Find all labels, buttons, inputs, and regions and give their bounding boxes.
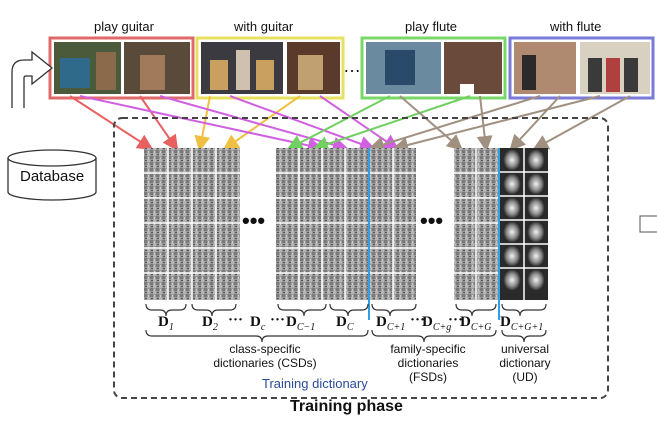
dict-dots2: ··· (270, 312, 286, 328)
fsd-dots: ••• (420, 208, 444, 233)
database-icon (7, 50, 97, 201)
training-dictionary-label: Training dictionary (262, 376, 368, 391)
csd-dots: ••• (242, 208, 266, 233)
dict-dc: Dc (250, 314, 266, 333)
dict-dots1: ··· (228, 312, 244, 328)
dictionary-braces (145, 303, 547, 317)
with-guitar-label: with guitar (234, 19, 294, 34)
play-guitar-label: play guitar (94, 19, 154, 34)
ud-caption: universal dictionary (UD) (499, 342, 551, 384)
with-guitar-images (195, 36, 345, 100)
csd-caption: class-specific dictionaries (CSDs) (213, 342, 317, 370)
training-phase-label: Training phase (290, 398, 403, 415)
dict-dots4: ··· (448, 312, 464, 328)
dict-dcg: DC+g (422, 314, 452, 333)
dict-d2: D2 (202, 314, 218, 333)
next-phase-box (639, 215, 657, 233)
with-flute-label: with flute (550, 19, 602, 34)
training-phase-box (113, 117, 609, 399)
dict-d1: D1 (158, 314, 174, 333)
category-braces (145, 329, 547, 343)
dict-dcG: DC+G (460, 314, 492, 333)
atom-grid-lines (144, 148, 548, 300)
dict-dcG1: DC+G+1 (500, 314, 544, 333)
connection-arrows (69, 95, 631, 154)
play-flute-images (360, 36, 507, 100)
dict-dots3: ··· (410, 312, 426, 328)
database-label: Database (20, 168, 85, 185)
fsd-caption: family-specific dictionaries (FSDs) (390, 342, 466, 384)
dict-dcp1: DC+1 (376, 314, 406, 333)
play-flute-label: play flute (405, 19, 458, 34)
top-ellipsis: … (343, 56, 361, 76)
dict-dcm1: DC−1 (286, 314, 316, 333)
dict-dC: DC (336, 314, 354, 333)
csd-atoms-right (276, 148, 416, 300)
play-guitar-images (48, 36, 195, 100)
with-flute-images (508, 36, 655, 100)
